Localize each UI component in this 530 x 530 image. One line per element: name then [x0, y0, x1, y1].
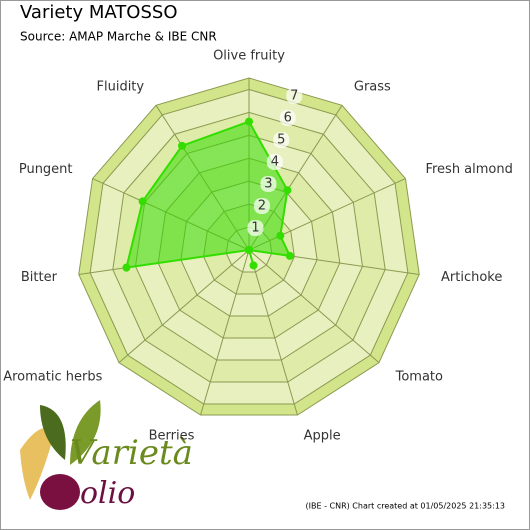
axis-label: Bitter [21, 270, 58, 285]
logo-leaf [40, 405, 66, 460]
chart-subtitle: Source: AMAP Marche & IBE CNR [20, 30, 217, 44]
data-point [276, 231, 285, 240]
y-tick-label: 2 [258, 198, 266, 213]
axis-label: Berries [149, 429, 195, 444]
data-point [285, 251, 294, 260]
tick-label-bg [260, 175, 277, 192]
y-tick-label: 5 [277, 132, 285, 147]
chart-title: Variety MATOSSO [20, 2, 177, 23]
axis-label: Tomato [395, 370, 443, 385]
tick-label-bg [273, 131, 290, 148]
data-point [122, 263, 131, 272]
tick-label-bg [266, 153, 283, 170]
y-tick-label: 4 [271, 154, 279, 169]
data-point [245, 117, 253, 126]
data-point [178, 141, 187, 150]
logo-olive [40, 474, 80, 510]
data-point [249, 261, 258, 270]
axis-label: Fresh almond [425, 162, 512, 177]
tick-label-bg [279, 109, 296, 126]
axis-label: Pungent [19, 162, 73, 177]
axis-label: Apple [304, 429, 341, 444]
axis-line [248, 249, 298, 416]
logo-shape [20, 427, 55, 500]
axis-label: Fluidity [97, 79, 145, 94]
tick-label-bg [247, 219, 264, 236]
axis-line [248, 249, 380, 364]
logo-leaf [70, 400, 101, 465]
logo-text: olio [80, 476, 135, 511]
axis-line [200, 249, 250, 416]
logo-text: Varietà [70, 433, 193, 473]
axis-label: Artichoke [441, 270, 502, 285]
tick-label-bg [286, 87, 303, 104]
axis-label: Olive fruity [213, 49, 285, 64]
y-tick-label: 1 [251, 220, 259, 235]
axis-label: Grass [354, 79, 391, 94]
y-tick-label: 7 [290, 88, 298, 103]
data-point [245, 246, 253, 254]
y-tick-label: 6 [284, 110, 292, 125]
axis-label: Aromatic herbs [3, 370, 102, 385]
footer: (IBE - CNR) Chart created at 01/05/2025 … [306, 502, 506, 511]
data-point [138, 197, 147, 206]
y-tick-label: 3 [264, 176, 272, 191]
logo: Varietà olio [20, 400, 193, 511]
axis-line [118, 249, 250, 364]
data-point [283, 186, 292, 195]
tick-label-bg [253, 197, 270, 214]
